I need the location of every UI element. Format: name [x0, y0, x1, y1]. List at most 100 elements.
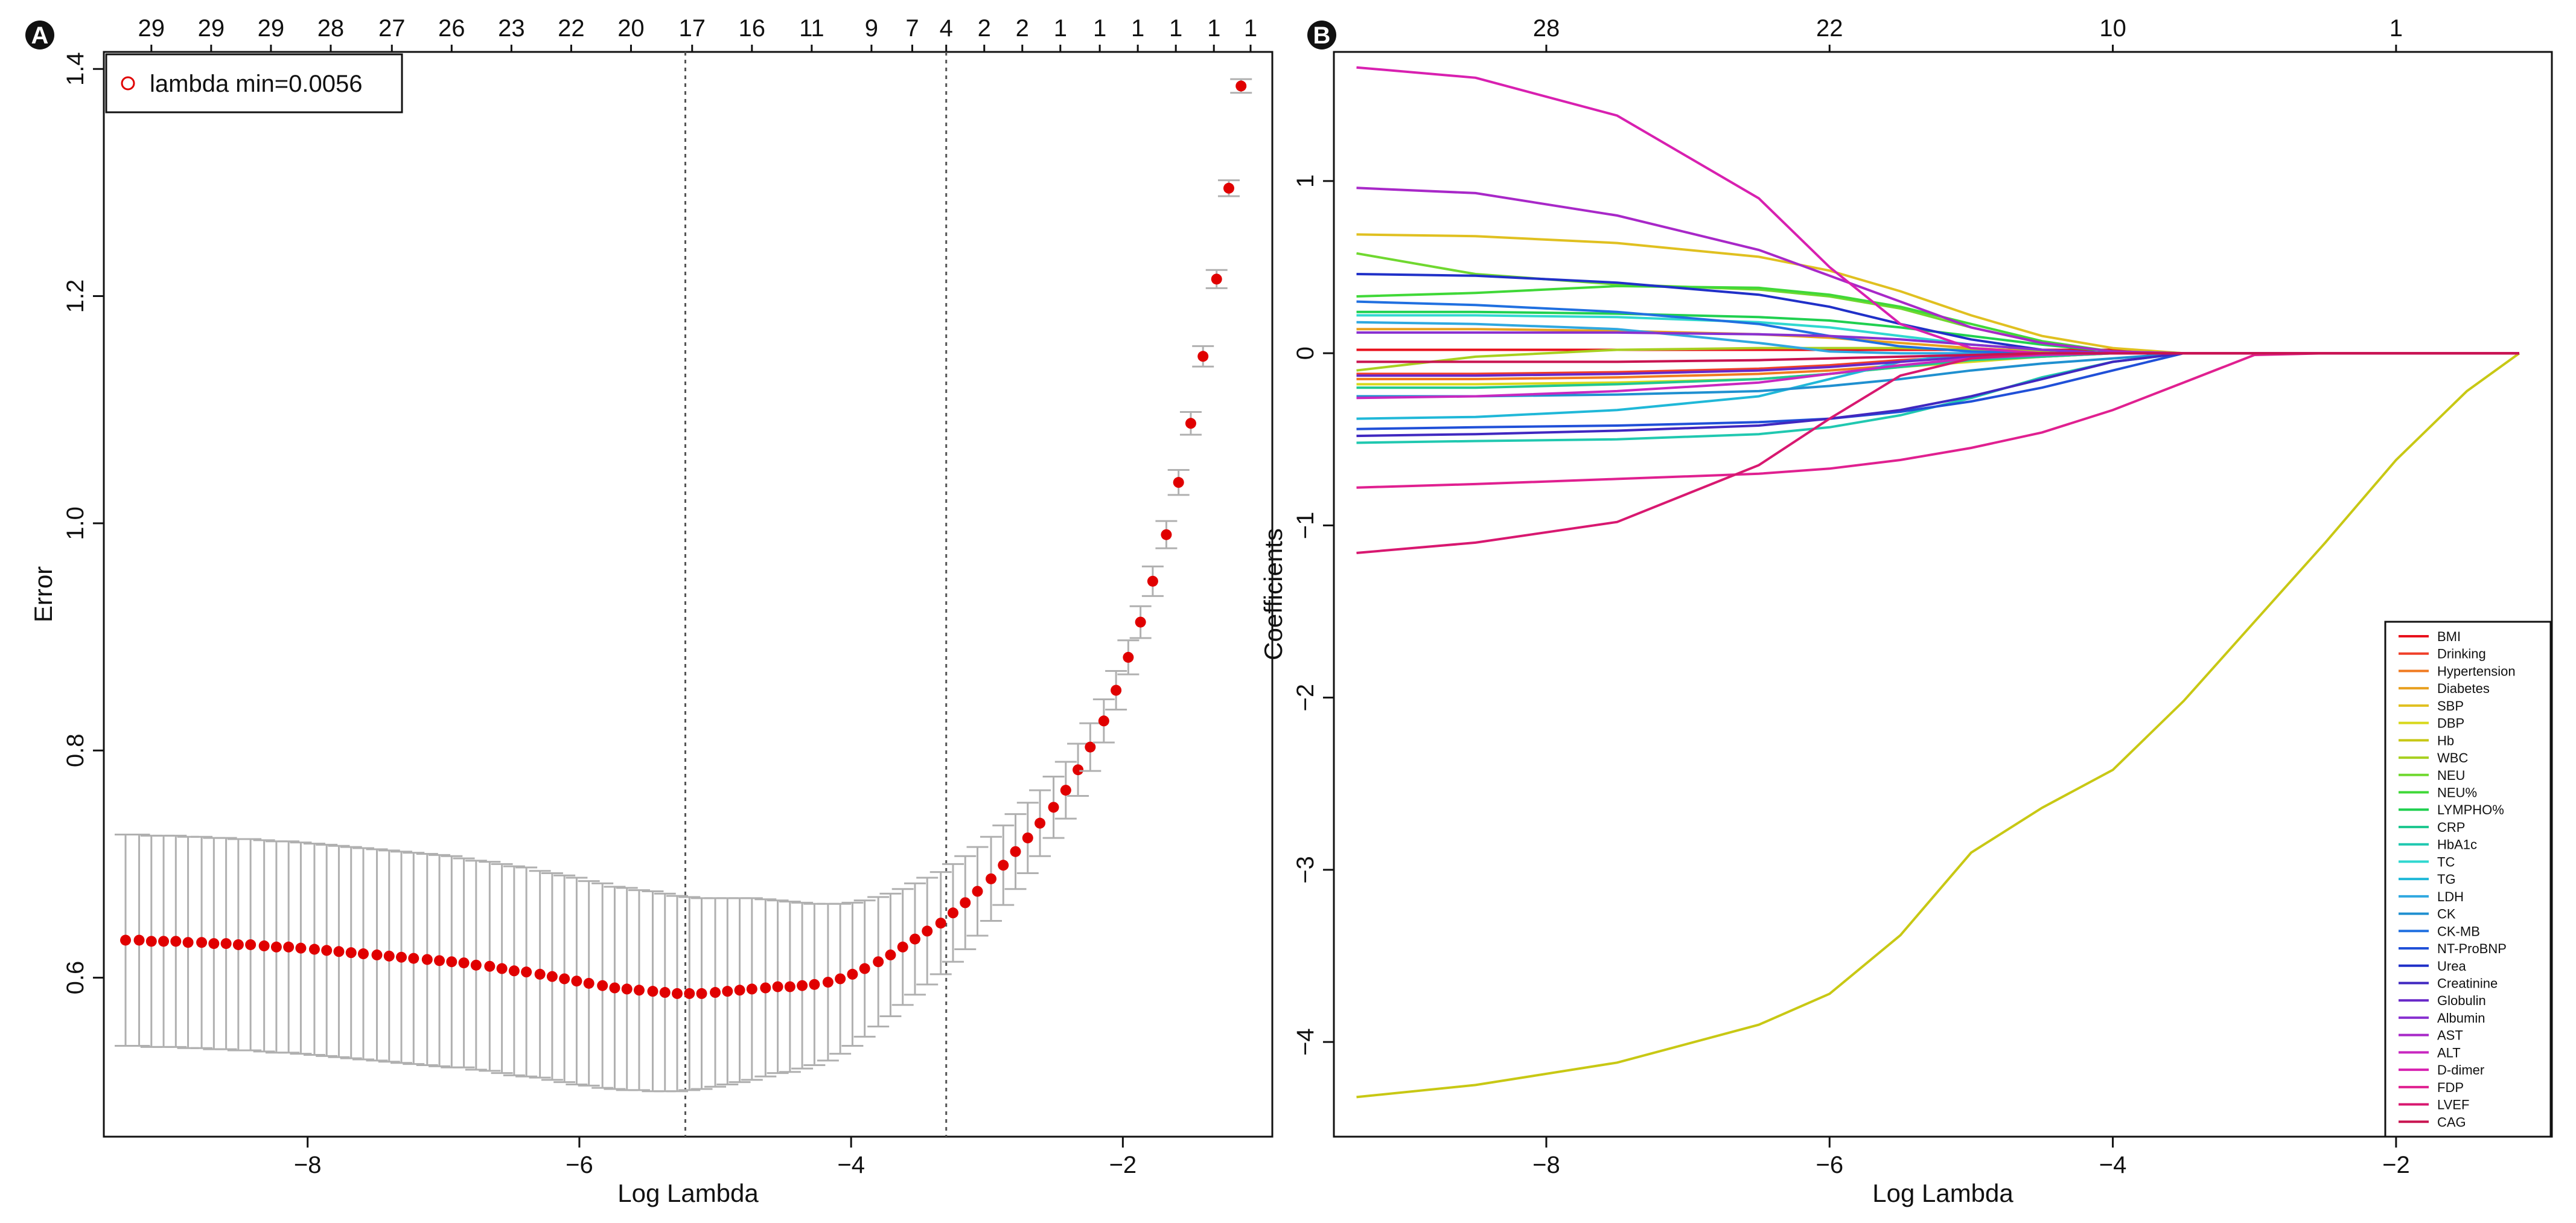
error-point — [1048, 802, 1059, 813]
error-point — [1173, 477, 1184, 488]
y-tick-label: −4 — [1292, 1028, 1319, 1056]
x-tick-label: −8 — [1532, 1152, 1560, 1178]
legend-entry: NEU% — [2437, 785, 2477, 800]
legend-marker-icon — [121, 76, 135, 91]
top-count-label: 29 — [258, 15, 285, 42]
error-point — [784, 981, 795, 992]
error-point — [633, 985, 645, 996]
coef-path-line — [1356, 187, 2519, 355]
legend-entry: D-dimer — [2437, 1062, 2484, 1078]
coef-path-line — [1356, 66, 2519, 355]
error-point — [684, 988, 695, 999]
legend-entry: BMI — [2437, 629, 2461, 644]
error-point — [308, 944, 320, 955]
error-point — [1085, 741, 1096, 753]
top-count-label: 28 — [1533, 15, 1560, 42]
error-point — [1022, 832, 1033, 844]
legend-entry: Albumin — [2437, 1011, 2485, 1026]
error-point — [1211, 273, 1222, 285]
legend-entry: Urea — [2437, 959, 2466, 974]
error-point — [120, 934, 132, 946]
top-count-label: 16 — [739, 15, 766, 42]
error-point — [371, 949, 383, 960]
error-point — [885, 949, 896, 960]
legend-entry: Drinking — [2437, 647, 2486, 662]
error-point — [986, 873, 997, 884]
error-point — [1185, 418, 1196, 429]
legend-entry: CK-MB — [2437, 924, 2480, 939]
error-point — [1147, 575, 1158, 587]
x-tick-label: −6 — [1816, 1152, 1843, 1178]
top-count-label: 10 — [2099, 15, 2126, 42]
error-point — [484, 960, 496, 972]
top-count-label: 27 — [378, 15, 406, 42]
error-point — [722, 986, 733, 997]
legend-entry: TG — [2437, 872, 2456, 887]
top-count-label: 11 — [799, 15, 824, 42]
error-point — [909, 933, 920, 945]
legend-entry: HbA1c — [2437, 837, 2477, 852]
error-point — [232, 939, 244, 950]
top-count-label: 29 — [138, 15, 165, 42]
plot-frame — [1333, 51, 2553, 1138]
y-axis-title: Error — [29, 566, 57, 622]
error-point — [1135, 616, 1146, 628]
error-point — [396, 951, 407, 963]
error-point — [659, 987, 671, 998]
error-point — [960, 897, 971, 908]
legend-entry: ALT — [2437, 1045, 2461, 1060]
legend-entry: DBP — [2437, 716, 2464, 731]
top-count-label: 23 — [498, 15, 525, 42]
plot-frame — [103, 51, 1274, 1138]
error-point — [797, 980, 808, 991]
y-tick-label: 0.8 — [62, 733, 89, 767]
legend-entry: Diabetes — [2437, 681, 2490, 696]
error-point — [822, 977, 834, 988]
legend-entry: Hypertension — [2437, 663, 2516, 679]
top-count-label: 2 — [978, 15, 991, 42]
error-point — [208, 938, 220, 950]
error-point — [1111, 685, 1122, 696]
error-point — [621, 983, 633, 995]
error-point — [133, 934, 145, 946]
error-point — [1010, 846, 1021, 857]
legend-entry: Globulin — [2437, 993, 2486, 1008]
error-point — [196, 937, 208, 948]
error-point — [182, 937, 194, 948]
legend-entry: FDP — [2437, 1080, 2464, 1095]
error-point — [258, 940, 270, 951]
error-point — [671, 988, 683, 999]
top-count-label: 7 — [905, 15, 919, 42]
error-point — [345, 947, 357, 959]
error-point — [583, 977, 595, 989]
legend-entry: CAG — [2437, 1114, 2466, 1129]
top-count-label: 1 — [1169, 15, 1182, 42]
legend-entry: LDH — [2437, 889, 2464, 904]
x-tick-label: −8 — [294, 1152, 322, 1178]
y-tick-label: −3 — [1292, 856, 1319, 884]
error-point — [1223, 182, 1234, 194]
top-count-label: 2 — [1016, 15, 1029, 42]
error-point — [835, 973, 846, 985]
error-point — [897, 941, 908, 953]
error-point — [534, 968, 546, 980]
x-tick-label: −4 — [2099, 1152, 2127, 1178]
error-point — [873, 956, 884, 968]
x-tick-label: −2 — [1109, 1152, 1137, 1178]
error-point — [947, 907, 958, 919]
error-point — [408, 953, 419, 964]
error-point — [998, 860, 1009, 871]
y-axis-title: Coefficients — [1259, 528, 1287, 660]
error-point — [746, 983, 757, 995]
legend-entry: LVEF — [2437, 1097, 2469, 1113]
top-count-label: 22 — [1816, 15, 1843, 42]
error-point — [1123, 651, 1134, 663]
panel-b: −8 −6 −4 −2 −4 −3 −2 −1 0 1 28 22 10 1 Log Lambda Coeff… — [1259, 15, 2553, 1207]
top-count-label: 1 — [1131, 15, 1144, 42]
error-point — [609, 982, 620, 994]
top-count-label: 4 — [940, 15, 953, 42]
error-point — [972, 886, 983, 897]
y-tick-label: 0 — [1292, 346, 1319, 360]
error-point — [559, 973, 570, 985]
error-point — [458, 957, 470, 969]
